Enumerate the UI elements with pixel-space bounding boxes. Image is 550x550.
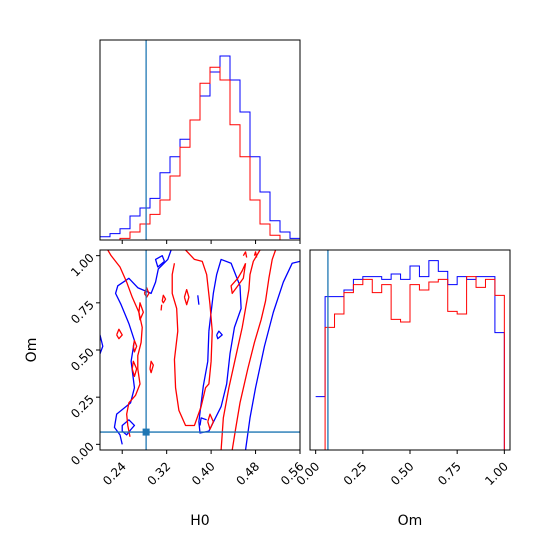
om-axis-tick-label: 1.00 <box>68 251 97 280</box>
contour-line-s1-8 <box>198 258 242 434</box>
om-axis-tick-label: 0.00 <box>68 439 97 468</box>
contour-line-s2-15 <box>230 262 247 295</box>
contour-line-s1-5 <box>197 295 200 305</box>
contour-line-s2-9 <box>160 304 163 311</box>
contour-line-s2-12 <box>207 413 214 430</box>
contour-line-s2-3 <box>131 360 138 378</box>
om-hist-axis-tick-label: 0.75 <box>435 459 464 488</box>
contour-line-s2-2 <box>132 339 138 353</box>
contour-line-s1-7 <box>216 330 223 340</box>
contour-line-s1-9 <box>244 260 300 450</box>
contour-frame: 0.24 0.32 0.40 0.48 0.560.000.250.500.751.00 <box>68 249 307 488</box>
om-axis-tick-label: 0.50 <box>68 345 97 374</box>
contour-line-s1-4 <box>154 255 166 268</box>
h0-axis-tick-label: 0.24 <box>100 459 129 488</box>
contour-line-s2-5 <box>138 302 144 321</box>
om-axis-tick-label: 0.75 <box>68 298 97 327</box>
h0-axis-tick-label: 0.32 <box>145 459 174 488</box>
contour-line-s1-2 <box>113 250 172 445</box>
contour-line-s2-1 <box>107 250 143 437</box>
om-hist-axis-tick-label: 0.50 <box>388 459 417 488</box>
y-axis-title-om: Om <box>24 338 40 363</box>
contour-line-s2-14 <box>231 250 277 450</box>
contour-line-s2-11 <box>171 250 213 427</box>
contour-line-s2-4 <box>149 360 154 374</box>
contour-line-s1-6 <box>199 417 207 426</box>
om-histogram-border <box>309 249 511 451</box>
contour-lines <box>100 250 300 450</box>
om-histogram-panel: 0.00 0.25 0.50 0.75 1.00 <box>294 249 511 488</box>
histogram-series-2 <box>100 66 300 241</box>
contour-line-s2-6 <box>116 328 123 340</box>
h0-histogram-frame <box>99 39 301 244</box>
contour-line-s2-17 <box>253 251 258 258</box>
contour-line-s1-1 <box>100 334 104 354</box>
h0-histogram-border <box>99 39 301 241</box>
x-axis-title-h0: H0 <box>190 513 209 529</box>
h0-axis-tick-label: 0.40 <box>189 459 218 488</box>
contour-line-s2-8 <box>161 294 167 304</box>
contour-line-s2-16 <box>242 251 248 258</box>
histogram-series-2 <box>315 276 505 451</box>
truth-marker <box>142 428 150 436</box>
om-histogram-steps <box>315 260 505 451</box>
om-histogram-frame: 0.00 0.25 0.50 0.75 1.00 <box>294 249 511 488</box>
h0-histogram-panel <box>99 39 301 244</box>
om-hist-axis-tick-label: 1.00 <box>482 459 511 488</box>
contour-line-s1-3 <box>121 419 136 436</box>
truth-crosshair <box>100 250 300 450</box>
om-hist-axis-tick-label: 0.25 <box>341 459 370 488</box>
h0-histogram-steps <box>100 55 301 241</box>
contour-line-s2-10 <box>183 288 190 306</box>
x-axis-title-om: Om <box>398 513 423 529</box>
h0-om-contour-panel: 0.24 0.32 0.40 0.48 0.560.000.250.500.751.00 <box>68 249 307 488</box>
om-axis-tick-label: 0.25 <box>68 392 97 421</box>
h0-axis-tick-label: 0.48 <box>233 459 262 488</box>
contour-line-s2-13 <box>220 250 261 450</box>
